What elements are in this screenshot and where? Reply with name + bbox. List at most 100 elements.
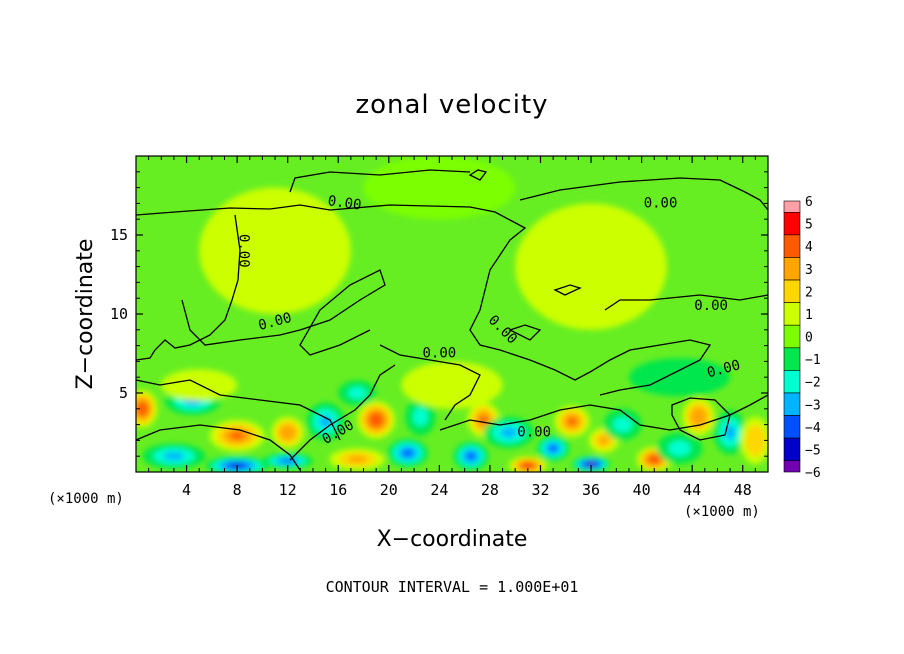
y-tick-label: 5: [119, 384, 128, 402]
field-blob: [136, 389, 158, 428]
field-level: [466, 452, 476, 460]
y-axis-label: Z−coordinate: [73, 239, 98, 390]
colorbar-swatch: [783, 415, 801, 439]
field-blob: [603, 408, 642, 441]
x-unit-left: (×1000 m): [48, 491, 124, 507]
field-blob: [536, 435, 570, 461]
x-tick-label: 4: [182, 481, 191, 499]
field-level: [694, 411, 703, 422]
contour-line: [136, 379, 341, 441]
colorbar-label: −2: [805, 376, 821, 391]
x-tick-label: 16: [329, 481, 347, 499]
field-blob: [387, 438, 428, 468]
x-unit-right: (×1000 m): [684, 504, 760, 520]
colorbar-swatch: [783, 302, 801, 326]
colorbar-swatch: [783, 437, 801, 462]
contour-line: [289, 364, 396, 461]
colorbar-swatch: [783, 324, 801, 349]
field-level: [524, 463, 532, 468]
field-level: [650, 456, 658, 462]
field-level: [347, 386, 367, 400]
contour-line: [468, 169, 488, 181]
x-tick-label: 20: [380, 481, 398, 499]
colorbar-label: 1: [805, 308, 813, 323]
colorbar-swatch: [783, 234, 801, 258]
contour-line: [671, 397, 731, 441]
colorbar-label: −4: [805, 421, 821, 436]
field-level: [750, 432, 761, 449]
x-ticks: 4 8 12 16 20 24 28 32 36 40 44 48: [148, 156, 756, 499]
x-tick-label: 12: [279, 481, 297, 499]
field-level: [283, 428, 292, 437]
field-level: [724, 425, 736, 440]
field-level: [549, 445, 558, 452]
x-tick-label: 24: [430, 481, 448, 499]
colorbar-swatch: [783, 200, 801, 213]
field-blob: [401, 361, 503, 409]
colorbar-swatch: [783, 460, 801, 473]
y-tick-label: 15: [110, 226, 128, 244]
field-level: [515, 203, 667, 330]
field-blob: [656, 432, 703, 465]
colorbar-swatch: [783, 257, 801, 281]
contour-label: 0.00: [235, 234, 251, 268]
colorbar-label: −3: [805, 398, 821, 413]
contour-label: 0.00: [517, 425, 551, 441]
contour-label: 0.00: [644, 195, 678, 211]
colorbar-label: 5: [805, 218, 813, 233]
colorbar-swatch: [783, 279, 801, 303]
colorbar-label: 3: [805, 263, 813, 278]
chart-title: zonal velocity: [355, 90, 548, 120]
x-tick-label: 48: [734, 481, 752, 499]
field-blob: [713, 410, 747, 455]
y-ticks: 5 10 15: [110, 171, 768, 457]
contour-line: [136, 204, 712, 396]
field-blob: [271, 416, 305, 449]
colorbar-swatch: [783, 370, 801, 394]
contour-line: [508, 324, 542, 341]
field-blob: [740, 416, 768, 465]
field-level: [139, 405, 146, 413]
field-level: [281, 458, 294, 463]
field-blob: [262, 453, 313, 469]
contour-interval-note: CONTOUR INTERVAL = 1.000E+01: [326, 578, 579, 596]
contour-line: [181, 269, 386, 356]
field-level: [426, 373, 478, 397]
x-tick-label: 32: [531, 481, 549, 499]
colorbar-swatch: [783, 347, 801, 371]
field-level: [163, 451, 185, 461]
contour-line: [604, 294, 768, 311]
field-blob: [338, 380, 377, 406]
contour-line: [553, 284, 582, 296]
field-level: [347, 455, 367, 464]
contour-label: 0.00: [327, 193, 363, 214]
field-level: [598, 436, 609, 445]
contour-label: 0.00: [694, 298, 728, 314]
x-tick-label: 44: [683, 481, 701, 499]
field-blob: [554, 405, 590, 438]
field-blob: [515, 203, 667, 330]
field-level: [363, 156, 516, 220]
colorbar-label: −6: [805, 466, 821, 481]
colorbar-label: −1: [805, 353, 821, 368]
y-tick-label: 10: [110, 305, 128, 323]
zero-contours: [136, 169, 768, 471]
field-level: [500, 427, 518, 438]
field-blob: [329, 448, 386, 471]
field-level: [230, 431, 245, 440]
x-tick-label: 28: [481, 481, 499, 499]
field-level: [628, 358, 731, 397]
colorbar-swatch: [783, 211, 801, 236]
colorbar-label: 2: [805, 285, 813, 300]
field-level: [668, 440, 691, 457]
contour-line: [136, 424, 301, 471]
contour-line: [519, 177, 768, 211]
field-blob: [453, 441, 489, 471]
field-blob: [142, 443, 206, 469]
field-blob: [405, 397, 436, 436]
field-level: [372, 416, 380, 424]
field-blob: [682, 397, 715, 436]
field-blob: [572, 456, 610, 472]
field-blob: [363, 156, 516, 220]
